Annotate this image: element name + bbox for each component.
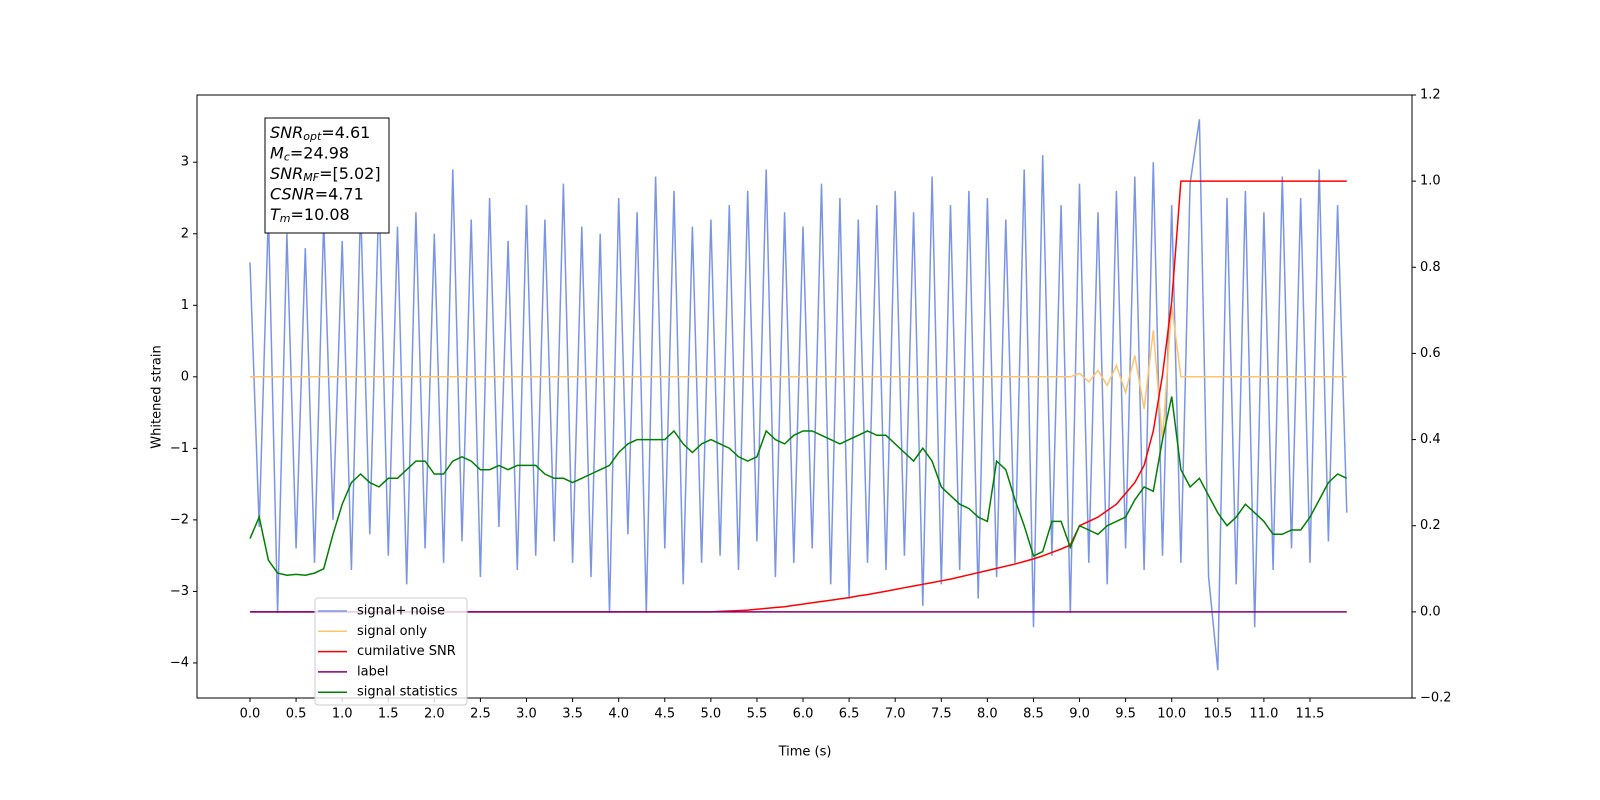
y-tick-label: −2 (170, 512, 189, 527)
x-tick-label: 1.0 (332, 707, 353, 722)
x-tick-label: 6.0 (793, 707, 814, 722)
x-tick-label: 2.5 (470, 707, 491, 722)
x-tick-label: 2.0 (424, 707, 445, 722)
annotation-rest: =4.61 (321, 123, 370, 142)
x-tick-label: 7.0 (885, 707, 906, 722)
annotation-rest: =24.98 (290, 143, 349, 162)
y2-tick-label: 0.8 (1420, 260, 1441, 275)
annotation-main: SNR (270, 164, 303, 183)
x-axis-label: Time (s) (778, 745, 832, 760)
y2-tick-label: 0.4 (1420, 432, 1441, 447)
annotation-rest: =4.71 (315, 184, 364, 203)
x-tick-label: 4.0 (608, 707, 629, 722)
x-tick-label: 10.5 (1203, 707, 1232, 722)
annotation-sub: opt (303, 130, 322, 143)
annotation-sub: m (280, 212, 291, 225)
annotation-rest: =[5.02] (319, 164, 381, 183)
legend-label: label (357, 664, 388, 679)
annotation-line: SNRopt=4.61 (270, 123, 370, 144)
x-tick-label: 6.5 (839, 707, 860, 722)
y-axis-label: Whitened strain (150, 345, 165, 448)
x-tick-label: 10.0 (1157, 707, 1186, 722)
x-tick-label: 7.5 (931, 707, 952, 722)
y-tick-label: 1 (181, 298, 189, 313)
x-tick-label: 4.5 (654, 707, 675, 722)
series-line (249, 396, 1348, 576)
y2-tick-label: 0.0 (1420, 604, 1441, 619)
x-tick-label: 5.0 (701, 707, 722, 722)
legend-label: cumilative SNR (357, 644, 456, 659)
annotation-main: CSNR (270, 184, 315, 203)
y2-tick-label: 0.6 (1420, 346, 1441, 361)
x-tick-label: 1.5 (378, 707, 399, 722)
annotation-frame (264, 117, 390, 234)
series-line (250, 305, 1347, 442)
annotation-line: Mc=24.98 (270, 143, 349, 164)
x-tick-label: 8.0 (977, 707, 998, 722)
legend: signal+ noise signal only cumilative SNR la… (314, 597, 468, 706)
x-tick-label: 9.5 (1115, 707, 1136, 722)
x-tick-label: 11.0 (1249, 707, 1278, 722)
x-tick-label: 9.0 (1069, 707, 1090, 722)
annotation-sub: c (284, 151, 290, 164)
y2-tick-label: 0.2 (1420, 518, 1441, 533)
legend-frame (314, 597, 468, 706)
annotation-sub: MF (303, 171, 319, 184)
x-tick-label: 0.0 (240, 707, 261, 722)
annotation-main: SNR (270, 123, 303, 142)
annotation-main: T (270, 205, 281, 224)
annotation-line: Tm=10.08 (270, 205, 350, 226)
x-tick-label: 3.0 (516, 707, 537, 722)
y-tick-label: −1 (170, 441, 189, 456)
y-tick-label: 2 (181, 226, 189, 241)
x-tick-label: 8.5 (1023, 707, 1044, 722)
legend-label: signal+ noise (357, 604, 445, 619)
y2-tick-label: 1.2 (1420, 88, 1441, 103)
x-tick-label: 5.5 (747, 707, 768, 722)
y-tick-label: −4 (170, 655, 189, 670)
y-tick-label: 3 (181, 155, 189, 170)
legend-label: signal statistics (357, 685, 458, 700)
annotation-main: M (270, 143, 284, 162)
plot-frame (196, 94, 1413, 699)
annotation-box: SNRopt=4.61Mc=24.98SNRMF=[5.02]CSNR=4.71… (264, 117, 390, 234)
series-line (249, 119, 1348, 671)
x-tick-label: 0.5 (286, 707, 307, 722)
legend-label: signal only (357, 624, 427, 639)
y2-tick-label: −0.2 (1420, 691, 1452, 706)
y-tick-label: −3 (170, 584, 189, 599)
y2-tick-label: 1.0 (1420, 174, 1441, 189)
y-tick-label: 0 (181, 369, 189, 384)
annotation-line: SNRMF=[5.02] (270, 164, 381, 185)
x-tick-label: 11.5 (1295, 707, 1324, 722)
x-tick-label: 3.5 (562, 707, 583, 722)
annotation-rest: =10.08 (291, 205, 350, 224)
annotation-line: CSNR=4.71 (270, 184, 364, 203)
